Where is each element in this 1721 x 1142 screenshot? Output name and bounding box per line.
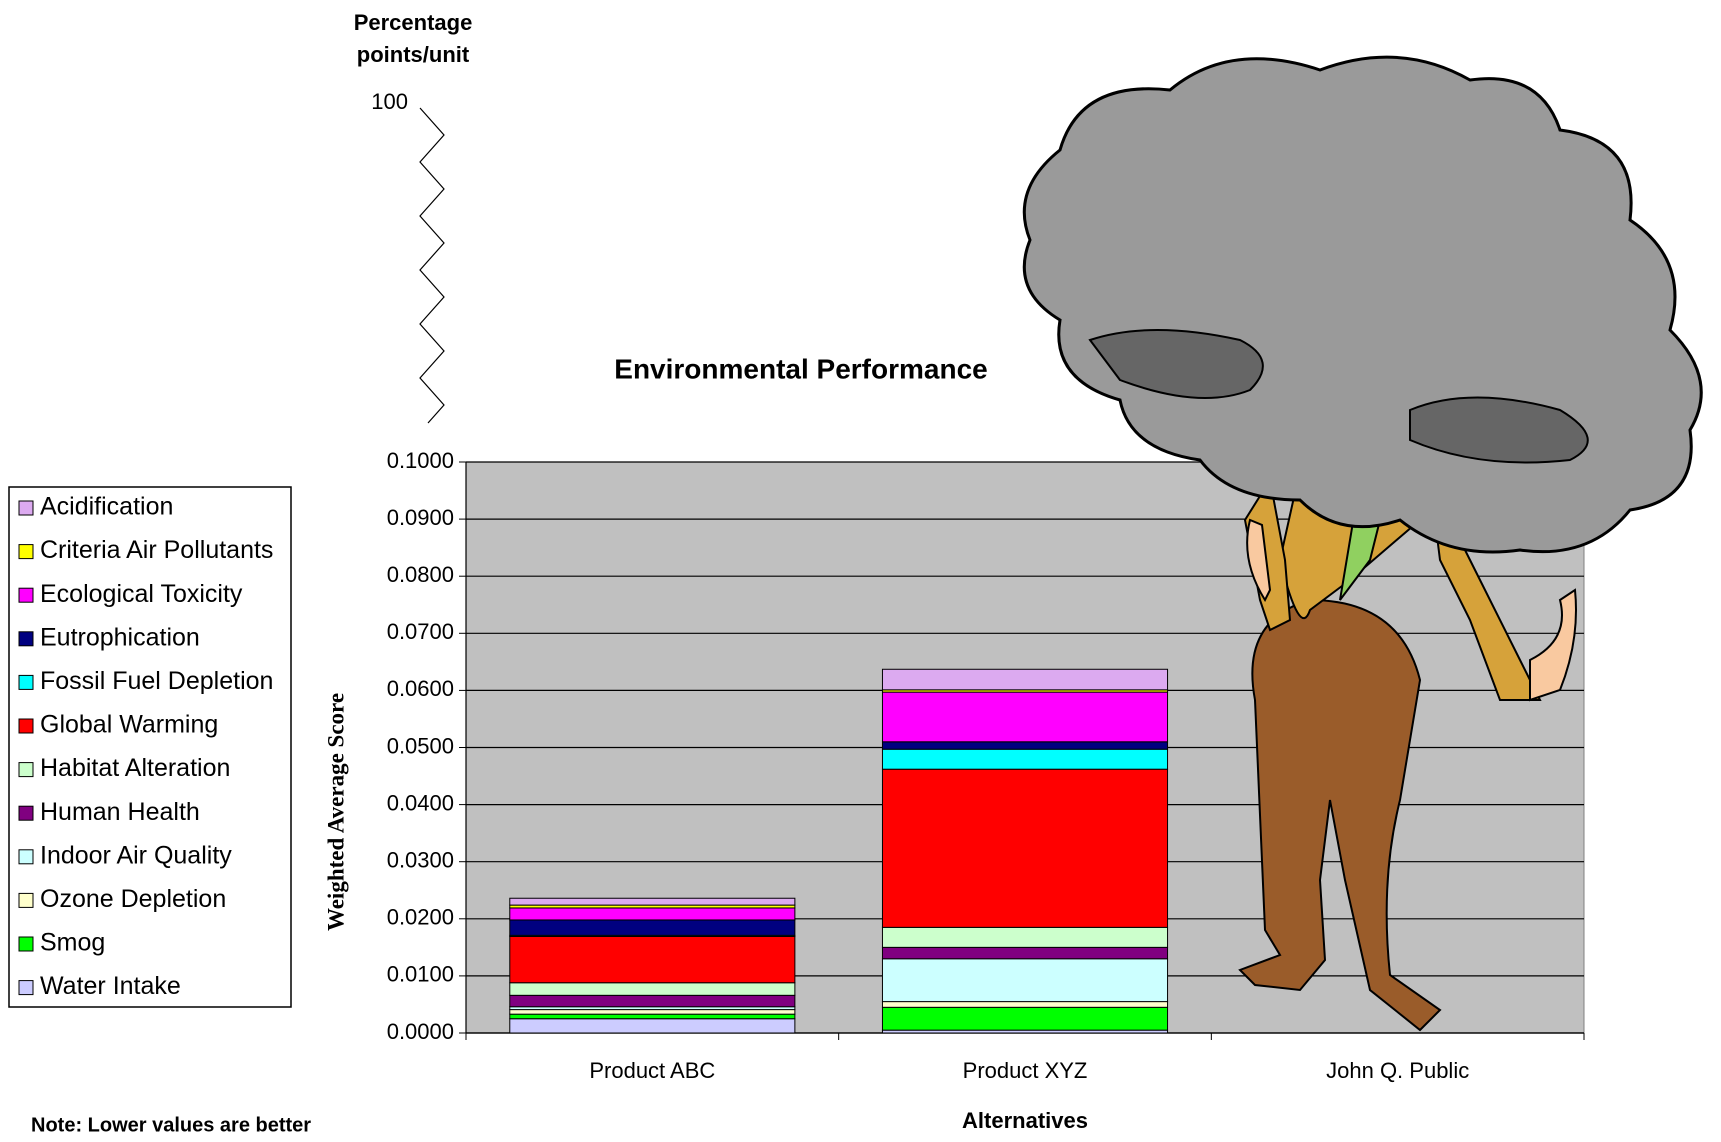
bar-segment [881,1001,1169,1008]
unit-label: Percentage [354,10,473,35]
bar-segment [509,907,796,921]
y-tick-label: 0.0400 [387,790,454,815]
bar-segment [881,946,1169,960]
y-tick-label: 0.0700 [387,619,454,644]
bar-segment [509,936,796,984]
bar-segment [509,897,796,906]
x-tick-label: Product ABC [589,1058,715,1083]
legend-swatch [18,718,34,734]
legend-label: Indoor Air Quality [40,841,232,869]
y-tick-label: 0.0000 [387,1019,454,1044]
y-tick-label: 0.0200 [387,905,454,930]
y-tick-label: 0.0100 [387,962,454,987]
legend-label: Fossil Fuel Depletion [40,667,273,695]
bar-segment [509,1018,796,1034]
legend-swatch [18,805,34,821]
legend-label: Water Intake [40,972,181,1000]
legend-swatch [18,631,34,647]
legend-label: Smog [40,929,105,957]
legend-label: Habitat Alteration [40,754,230,782]
bar-segment [881,668,1169,691]
bar-segment [881,691,1169,743]
bar-segment [509,982,796,996]
legend-swatch [18,500,34,516]
y-tick-label: 0.0300 [387,848,454,873]
legend-label: Eutrophication [40,623,200,651]
legend-swatch [18,674,34,690]
bar-segment [881,748,1169,770]
legend-label: Ecological Toxicity [40,580,243,608]
cartoon-hand [1246,518,1272,603]
legend-label: Ozone Depletion [40,885,226,913]
cartoon [1022,55,1703,1032]
y-tick-label: 0.0900 [387,505,454,530]
legend-swatch [18,544,34,560]
legend-label: Human Health [40,798,200,826]
bar-segment [509,1013,796,1020]
legend-swatch [18,980,34,996]
cartoon-hand [1529,588,1577,702]
bar-segment [509,919,796,936]
y-tick-label: 0.1000 [387,448,454,473]
legend-label: Acidification [40,493,173,521]
legend-swatch [18,936,34,952]
note: Note: Lower values are better [31,1114,311,1136]
cartoon-cloud-shade [1409,396,1589,464]
bar-segment [881,958,1169,1003]
bar-segment [509,994,796,1008]
legend-swatch [18,762,34,778]
legend-label: Criteria Air Pollutants [40,536,273,564]
bar-segment [881,768,1169,928]
x-axis-title: Alternatives [962,1108,1088,1133]
x-tick-label: John Q. Public [1326,1058,1469,1083]
bar-segment [881,926,1169,948]
bar-segment [881,1006,1169,1031]
axis-break-label: 100 [371,89,408,114]
bar-segment [509,1009,796,1015]
y-tick-label: 0.0500 [387,733,454,758]
legend-label: Global Warming [40,711,218,739]
chart-layer: 0.0000 0.0100 0.0200 0.0300 0.0400 0.0500 0.06… [18,448,1585,1083]
chart-title: Environmental Performance [614,353,987,384]
legend-swatch [18,849,34,865]
legend-swatch [18,587,34,603]
axis-break [419,107,445,424]
unit-label: points/unit [357,42,470,67]
x-tick-label: Product XYZ [963,1058,1088,1083]
legend-swatch [18,892,34,908]
y-tick-label: 0.0800 [387,562,454,587]
bar-segment [881,741,1169,750]
y-axis-title: Weighted Average Score [323,693,348,931]
cartoon-cloud-shade [1088,329,1264,399]
y-tick-label: 0.0600 [387,676,454,701]
legend-box [8,486,292,1008]
